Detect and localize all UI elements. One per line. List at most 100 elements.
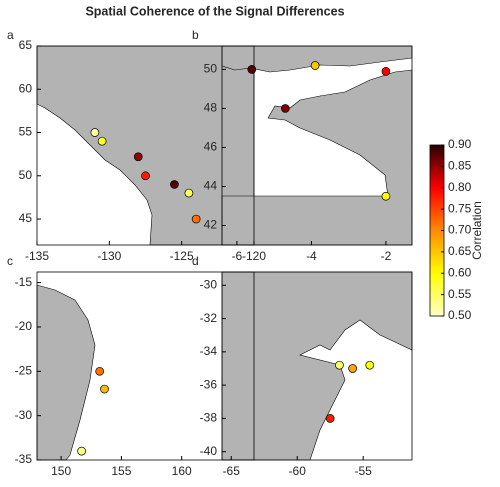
y-tick-label: -36: [200, 377, 218, 391]
y-tick-label: -35: [15, 452, 33, 466]
colorbar-tick-label: 0.75: [448, 201, 472, 215]
colorbar-segment: [430, 277, 444, 281]
colorbar-segment: [430, 177, 444, 180]
y-tick-label: 50: [204, 62, 218, 76]
colorbar-segment: [430, 155, 444, 159]
colorbar-segment: [430, 256, 444, 259]
colorbar-tick-label: 0.60: [448, 265, 472, 279]
colorbar-segment: [430, 281, 444, 285]
colorbar-segment: [430, 185, 444, 189]
colorbar-segment: [430, 217, 444, 221]
colorbar-segment: [430, 179, 444, 182]
y-tick-label: 42: [204, 218, 218, 232]
colorbar-segment: [430, 215, 444, 219]
colorbar-tick-label: 0.90: [448, 137, 472, 151]
colorbar-segment: [430, 170, 444, 174]
colorbar-segment: [430, 234, 444, 238]
y-tick-label: -30: [15, 408, 33, 422]
y-tick-label: -15: [15, 275, 33, 289]
colorbar-segment: [430, 288, 444, 291]
y-tick-label: -20: [15, 319, 33, 333]
colorbar-segment: [430, 174, 444, 178]
station-point: [141, 171, 150, 181]
land-a: [36, 45, 255, 246]
colorbar-segment: [430, 226, 444, 229]
station-point: [100, 384, 109, 394]
colorbar-segment: [430, 298, 444, 302]
colorbar-segment: [430, 290, 444, 293]
colorbar-segment: [430, 243, 444, 246]
colorbar-segment: [430, 196, 444, 199]
colorbar-segment: [430, 283, 444, 287]
colorbar-tick-label: 0.55: [448, 287, 472, 301]
colorbar-segment: [430, 213, 444, 217]
colorbar-segment: [430, 211, 444, 214]
colorbar-label: Correlation: [470, 201, 484, 260]
colorbar-segment: [430, 187, 444, 191]
station-point: [184, 188, 194, 198]
colorbar-segment: [430, 245, 444, 249]
colorbar-segment: [430, 258, 444, 261]
colorbar-segment: [430, 275, 444, 279]
y-tick-label: -30: [200, 277, 218, 291]
colorbar-segment: [430, 149, 444, 152]
y-tick-label: 55: [19, 125, 33, 139]
colorbar-segment: [430, 286, 444, 289]
colorbar-segment: [430, 204, 444, 208]
x-tick-label: -135: [25, 249, 49, 263]
colorbar-segment: [430, 279, 444, 283]
colorbar-segment: [430, 181, 444, 184]
station-point: [325, 414, 335, 423]
y-tick-label: -34: [200, 344, 218, 358]
panel-label: c: [7, 254, 13, 268]
station-point: [191, 214, 201, 224]
colorbar-segment: [430, 183, 444, 187]
colorbar-segment: [430, 192, 444, 195]
colorbar-segment: [430, 194, 444, 197]
station-point: [310, 61, 320, 70]
colorbar-segment: [430, 189, 444, 193]
colorbar-segment: [430, 271, 444, 274]
axes-frame: [36, 271, 255, 461]
x-tick-label: -2: [381, 249, 392, 263]
colorbar-segment: [430, 249, 444, 253]
station-point: [381, 67, 391, 76]
x-tick-label: -65: [223, 464, 241, 478]
y-tick-label: 65: [19, 38, 33, 52]
station-point: [365, 360, 375, 370]
colorbar-segment: [430, 247, 444, 251]
colorbar-segment: [430, 303, 444, 306]
colorbar-segment: [430, 200, 444, 204]
colorbar-segment: [430, 266, 444, 270]
station-point: [90, 128, 100, 137]
colorbar-segment: [430, 262, 444, 266]
y-tick-label: 46: [204, 140, 218, 154]
station-point: [247, 65, 257, 74]
y-tick-label: -38: [200, 411, 218, 425]
x-tick-label: 150: [51, 464, 71, 478]
land-c: [36, 284, 96, 461]
colorbar-segment: [430, 168, 444, 172]
colorbar-tick-label: 0.50: [448, 308, 472, 322]
colorbar-tick-label: 0.85: [448, 159, 472, 173]
x-tick-label: -120: [242, 249, 266, 263]
x-tick-label: -130: [97, 249, 121, 263]
x-tick-label: -55: [355, 464, 373, 478]
colorbar-segment: [430, 147, 444, 150]
station-point: [133, 152, 143, 162]
x-tick-label: -4: [306, 249, 317, 263]
y-tick-label: -32: [200, 311, 218, 325]
y-tick-label: 48: [204, 101, 218, 115]
colorbar-segment: [430, 251, 444, 255]
colorbar-segment: [430, 268, 444, 272]
colorbar-segment: [430, 202, 444, 206]
y-tick-label: -40: [200, 444, 218, 458]
colorbar-segment: [430, 221, 444, 225]
station-point: [170, 180, 179, 189]
y-tick-label: 50: [19, 168, 33, 182]
colorbar-segment: [430, 294, 444, 298]
x-tick-label: 160: [172, 464, 192, 478]
colorbar-segment: [430, 307, 444, 311]
colorbar-segment: [430, 219, 444, 223]
station-point: [280, 104, 290, 113]
